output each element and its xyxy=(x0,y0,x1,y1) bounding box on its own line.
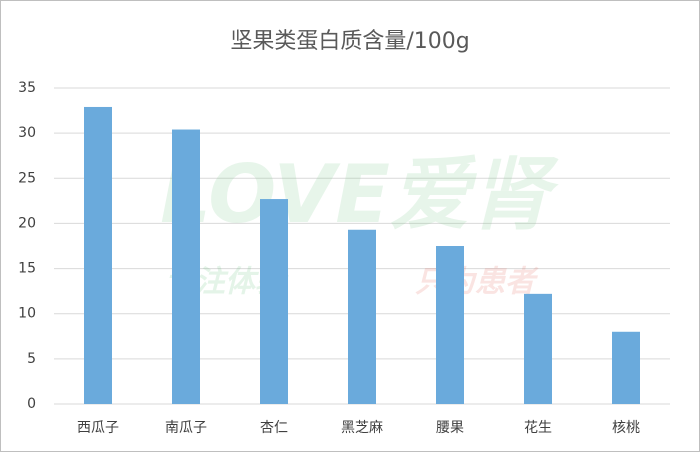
watermark-text: 只为患者 xyxy=(415,265,539,300)
y-tick-label: 5 xyxy=(27,351,36,367)
y-tick-label: 20 xyxy=(18,215,36,231)
x-tick-label: 西瓜子 xyxy=(77,420,119,436)
x-tick-label: 腰果 xyxy=(436,420,464,436)
bar xyxy=(84,106,112,405)
y-tick-label: 0 xyxy=(27,396,36,412)
y-tick-label: 25 xyxy=(18,170,36,186)
y-tick-label: 35 xyxy=(18,80,36,96)
chart-title: 坚果类蛋白质含量/100g xyxy=(230,29,469,54)
x-tick-label: 花生 xyxy=(524,420,552,436)
x-tick-label: 南瓜子 xyxy=(165,420,207,436)
x-tick-label: 核桃 xyxy=(612,420,640,436)
bar xyxy=(260,199,288,404)
bar xyxy=(436,246,464,404)
y-tick-label: 15 xyxy=(18,261,36,277)
bar xyxy=(524,293,552,404)
watermark-text: LOVE爱肾 xyxy=(160,148,559,241)
y-tick-label: 30 xyxy=(18,125,36,141)
bar xyxy=(612,331,640,404)
bar xyxy=(172,129,200,404)
x-tick-label: 杏仁 xyxy=(260,420,288,436)
x-tick-label: 黑芝麻 xyxy=(341,420,383,436)
y-tick-label: 10 xyxy=(18,306,36,322)
bar xyxy=(348,229,376,404)
